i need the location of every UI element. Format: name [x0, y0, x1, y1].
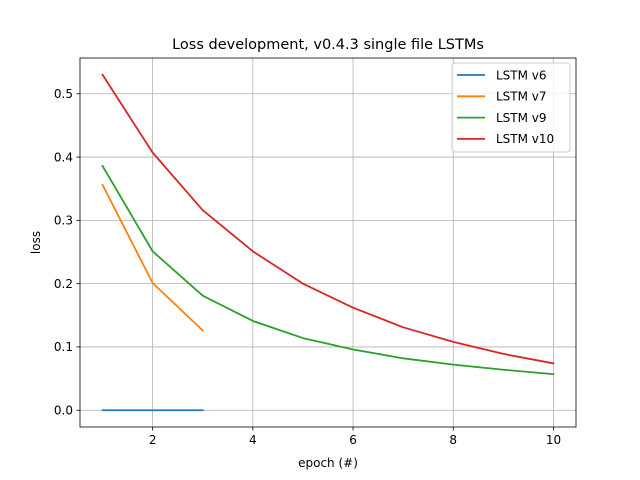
- legend-label-2: LSTM v7: [496, 90, 547, 104]
- legend-box: [451, 62, 571, 153]
- legend-label-3: LSTM v9: [496, 111, 547, 125]
- y-tick-label: 0.5: [54, 87, 73, 101]
- chart-title: Loss development, v0.4.3 single file LST…: [172, 37, 484, 53]
- x-tick-label: 10: [546, 433, 561, 447]
- x-tick-label: 2: [149, 433, 157, 447]
- legend: LSTM v6 LSTM v7 LSTM v9 LSTM v10: [451, 62, 571, 153]
- x-tick-label: 6: [349, 433, 357, 447]
- legend-label-1: LSTM v6: [496, 68, 547, 82]
- series-line-4: [101, 73, 555, 365]
- legend-label-4: LSTM v10: [496, 132, 554, 146]
- y-axis-label: loss: [29, 231, 43, 254]
- series-layer: [101, 73, 555, 412]
- y-tick-label: 0.3: [54, 214, 73, 228]
- axis-ticks: 2 4 6 8 10 0.0 0.1 0.2 0.3 0.4 0.5: [54, 87, 561, 447]
- series-line-2: [101, 183, 205, 332]
- x-axis-label: epoch (#): [298, 456, 358, 470]
- y-tick-label: 0.4: [54, 150, 73, 164]
- y-tick-label: 0.2: [54, 277, 73, 291]
- plot-frame: [79, 57, 577, 428]
- x-tick-label: 8: [449, 433, 457, 447]
- y-tick-label: 0.1: [54, 340, 73, 354]
- y-tick-label: 0.0: [54, 404, 73, 418]
- series-line-3: [101, 164, 555, 376]
- x-tick-label: 4: [249, 433, 257, 447]
